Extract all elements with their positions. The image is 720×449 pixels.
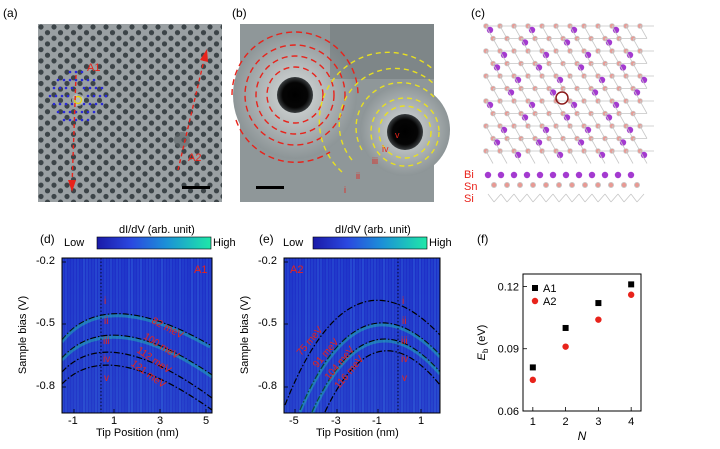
map-d-level-iii: iii bbox=[103, 336, 110, 347]
chart-f-legend-label: A1 bbox=[543, 283, 556, 295]
map-d-level-iv: iv bbox=[103, 354, 111, 365]
layer-label-sn: Sn bbox=[464, 181, 478, 193]
map-e-xlabel: Tip Position (nm) bbox=[316, 427, 399, 439]
chart-f-point-a1 bbox=[562, 324, 569, 331]
colorbar-e-high: High bbox=[429, 237, 452, 249]
chart-f-point-a1 bbox=[595, 300, 602, 307]
chart-f-ytick-label: 0.09 bbox=[498, 344, 519, 356]
colorbar-d-high: High bbox=[213, 237, 236, 249]
map-e-ytick-1: -0.5 bbox=[258, 317, 277, 329]
map-d-ytick-0: -0.2 bbox=[36, 255, 55, 267]
map-d-xtick-0: -1 bbox=[68, 415, 78, 427]
map-e-level-i: i bbox=[402, 296, 405, 307]
map-e-level-v: v bbox=[402, 373, 407, 384]
chart-f-point-a2 bbox=[595, 316, 602, 323]
chart-f-xtick-label: 1 bbox=[530, 416, 536, 428]
colorbar-e-title: dI/dV (arb. unit) bbox=[335, 224, 411, 236]
map-d-ytick-2: -0.8 bbox=[36, 380, 55, 392]
chart-f-ytick-label: 0.06 bbox=[498, 406, 519, 418]
map-d-ytick-1: -0.5 bbox=[36, 317, 55, 329]
map-d-level-ii: ii bbox=[104, 316, 109, 327]
map-d-xtick-1: 1 bbox=[111, 415, 118, 427]
chart-f-point-a2 bbox=[562, 343, 569, 350]
layer-label-bi: Bi bbox=[464, 169, 474, 181]
chart-f-point-a1 bbox=[529, 364, 536, 371]
tag-a1: A1 bbox=[87, 62, 101, 74]
map-e-ytick-0: -0.2 bbox=[258, 255, 277, 267]
panel-c-label: (c) bbox=[471, 6, 485, 20]
map-e-ytick-2: -0.8 bbox=[258, 380, 277, 392]
colorbar-e-low: Low bbox=[283, 237, 304, 249]
map-d-xtick-3: 5 bbox=[203, 415, 210, 427]
map-e-xtick-3: 1 bbox=[418, 415, 425, 427]
ring-label-iv: iv bbox=[382, 144, 389, 154]
chart-f-point-a2 bbox=[627, 291, 635, 298]
colorbar-d-low: Low bbox=[64, 237, 85, 249]
map-e-level-iv: iv bbox=[401, 354, 409, 365]
map-e-level-iii: iii bbox=[401, 336, 408, 347]
chart-f-point-a2 bbox=[529, 376, 537, 384]
panel-a-label: (a) bbox=[3, 6, 18, 20]
chart-f-legend-marker bbox=[532, 285, 538, 291]
map-d-xlabel: Tip Position (nm) bbox=[96, 427, 179, 439]
chart-f-legend-label: A2 bbox=[543, 296, 556, 308]
chart-f-point-a1 bbox=[628, 281, 635, 288]
map-d-level-i: i bbox=[104, 296, 107, 307]
map-e-xtick-0: -5 bbox=[289, 415, 299, 427]
layer-label-si: Si bbox=[464, 193, 474, 205]
chart-f-xlabel: N bbox=[578, 429, 587, 443]
ring-label-ii: ii bbox=[356, 171, 360, 181]
map-d-tag: A1 bbox=[194, 264, 208, 276]
tag-a2: A2 bbox=[188, 152, 202, 164]
chart-f-legend-marker bbox=[531, 297, 539, 305]
ring-label-v: v bbox=[395, 130, 400, 140]
panel-f-label: (f) bbox=[477, 232, 489, 246]
chart-f-frame bbox=[522, 273, 642, 412]
panel-e-label: (e) bbox=[259, 232, 274, 246]
chart-f-ytick-label: 0.12 bbox=[498, 281, 519, 293]
map-d-level-v: v bbox=[104, 373, 109, 384]
map-d-xtick-2: 3 bbox=[157, 415, 164, 427]
map-e-xtick-1: -3 bbox=[331, 415, 341, 427]
map-e-level-ii: ii bbox=[402, 316, 407, 327]
colorbar-d bbox=[96, 236, 212, 250]
map-e-tag: A2 bbox=[290, 264, 304, 276]
map-e-xtick-2: -1 bbox=[372, 415, 382, 427]
panel-d-label: (d) bbox=[40, 232, 55, 246]
chart-f-xtick-label: 2 bbox=[563, 416, 569, 428]
colorbar-e bbox=[312, 236, 428, 250]
chart-f-xtick-label: 4 bbox=[628, 416, 634, 428]
chart-f-ylabel: Eb (eV) bbox=[476, 325, 490, 361]
colorbar-d-title: dI/dV (arb. unit) bbox=[119, 224, 195, 236]
ring-label-iii: iii bbox=[372, 156, 378, 166]
ring-label-i: i bbox=[344, 185, 346, 195]
chart-f-xtick-label: 3 bbox=[595, 416, 601, 428]
panel-b-label: (b) bbox=[232, 6, 247, 20]
